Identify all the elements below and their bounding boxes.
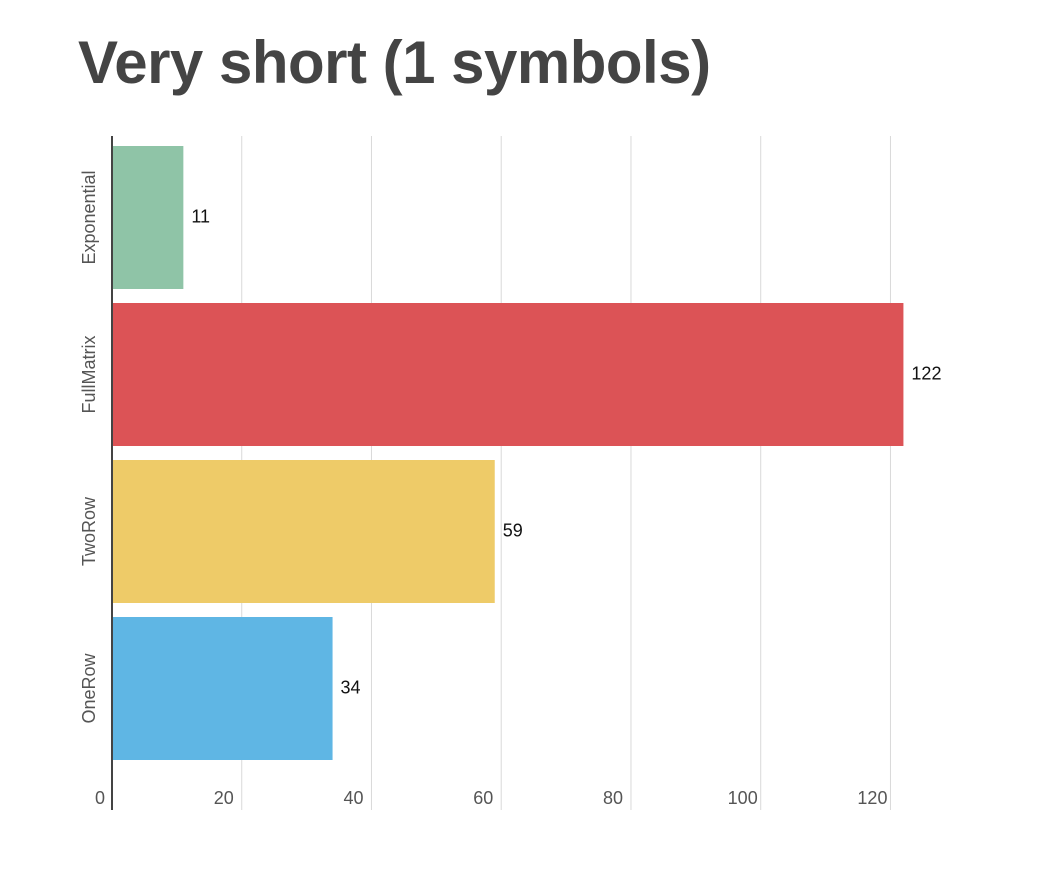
- x-tick-label-20: 20: [214, 788, 234, 808]
- x-tick-label-40: 40: [343, 788, 363, 808]
- bar-exponential: [112, 146, 184, 289]
- data-label-tworow: 59: [503, 520, 523, 540]
- category-label-fullmatrix: FullMatrix: [79, 335, 99, 413]
- x-tick-label-120: 120: [857, 788, 887, 808]
- category-label-onerow: OneRow: [79, 652, 99, 723]
- x-tick-label-0: 0: [95, 788, 105, 808]
- chart-title: Very short (1 symbols): [78, 29, 711, 96]
- data-label-onerow: 34: [341, 677, 361, 697]
- category-label-tworow: TwoRow: [79, 496, 99, 566]
- bar-tworow: [112, 460, 495, 603]
- x-tick-label-100: 100: [728, 788, 758, 808]
- data-label-exponential: 11: [191, 206, 210, 226]
- x-tick-label-80: 80: [603, 788, 623, 808]
- x-tick-label-60: 60: [473, 788, 493, 808]
- bar-onerow: [112, 617, 333, 760]
- category-label-exponential: Exponential: [79, 170, 99, 264]
- bar-fullmatrix: [112, 303, 904, 446]
- data-label-fullmatrix: 122: [911, 363, 941, 383]
